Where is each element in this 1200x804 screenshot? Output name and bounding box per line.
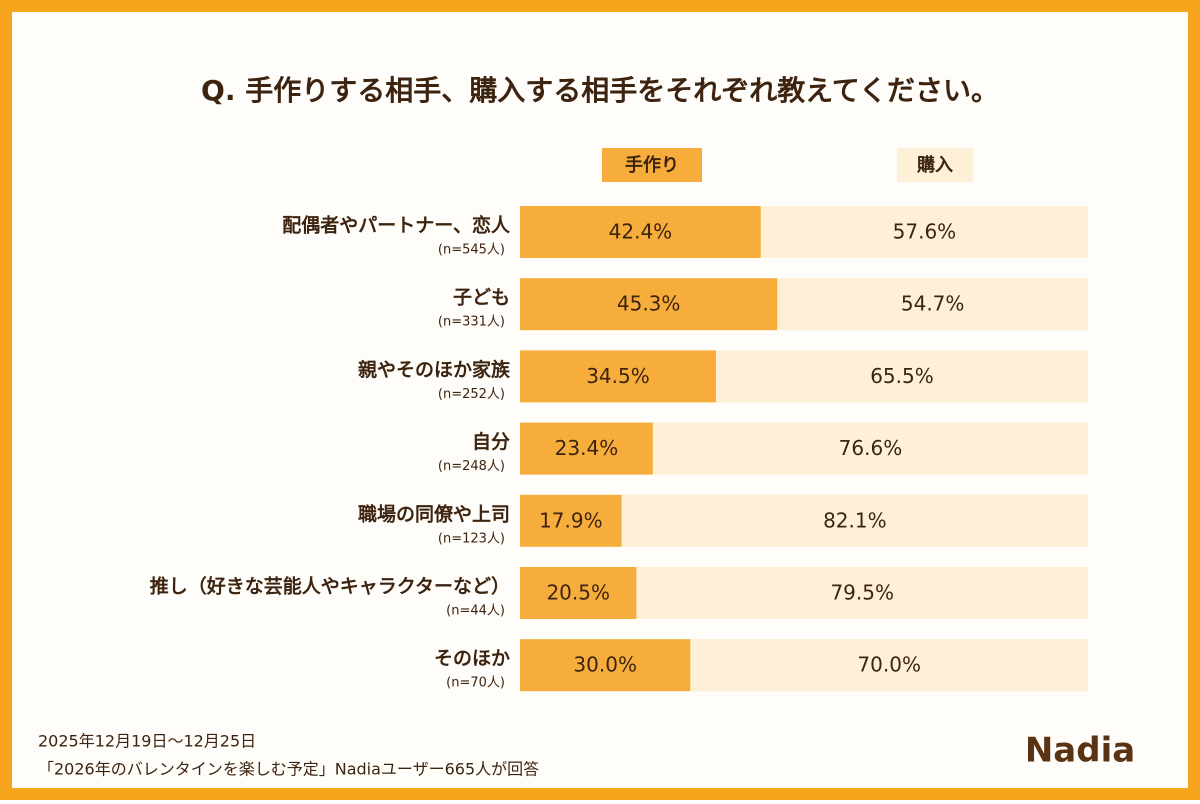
value-label: 79.5% xyxy=(830,581,894,605)
bar-segment xyxy=(621,494,1088,547)
category-note: (n=123人) xyxy=(438,531,505,546)
category-note: (n=44人) xyxy=(446,604,505,619)
legend-swatch xyxy=(897,148,973,182)
bar-segment xyxy=(520,567,637,619)
category-label: 親やそのほか家族 xyxy=(358,358,511,381)
legend-label: 手作り xyxy=(625,154,679,176)
bar-segment xyxy=(777,278,1088,331)
value-label: 42.4% xyxy=(609,220,673,244)
bar-segment xyxy=(760,206,1088,258)
value-label: 82.1% xyxy=(823,508,887,532)
category-note: (n=248人) xyxy=(438,459,505,474)
category-note: (n=252人) xyxy=(438,387,505,402)
bar-segment xyxy=(652,422,1088,475)
bar-segment xyxy=(520,494,622,547)
value-label: 45.3% xyxy=(617,292,681,316)
footnote: 2025年12月19日～12月25日 xyxy=(38,732,256,751)
legend-label: 購入 xyxy=(916,154,953,176)
bar-segment xyxy=(715,350,1088,403)
value-label: 70.0% xyxy=(857,653,921,677)
category-label: 配偶者やパートナー、恋人 xyxy=(282,214,511,237)
category-label: 推し（好きな芸能人やキャラクターなど） xyxy=(150,575,510,598)
category-note: (n=545人) xyxy=(438,243,505,258)
legend-swatch xyxy=(602,148,702,182)
value-label: 20.5% xyxy=(546,581,610,605)
value-label: 30.0% xyxy=(573,653,637,677)
value-label: 17.9% xyxy=(539,508,603,532)
category-note: (n=331人) xyxy=(438,315,505,330)
category-label: 自分 xyxy=(472,430,510,453)
value-label: 34.5% xyxy=(586,364,650,388)
value-label: 54.7% xyxy=(901,292,965,316)
category-note: (n=70人) xyxy=(446,676,505,691)
bar-segment xyxy=(520,639,691,692)
bar-segment xyxy=(636,567,1088,619)
bar-segment xyxy=(520,206,761,258)
value-label: 23.4% xyxy=(555,436,619,460)
logo: Nadia xyxy=(1025,731,1135,771)
value-label: 65.5% xyxy=(870,364,934,388)
bar-segment xyxy=(520,278,778,331)
category-label: 職場の同僚や上司 xyxy=(358,502,510,525)
footnote: 「2026年のバレンタインを楽しむ予定」Nadiaユーザー665人が回答 xyxy=(38,760,539,779)
bar-segment xyxy=(520,350,716,403)
chart-title: Q. 手作りする相手、購入する相手をそれぞれ教えてください。 xyxy=(201,74,999,107)
value-label: 57.6% xyxy=(893,220,957,244)
value-label: 76.6% xyxy=(839,436,903,460)
category-label: 子ども xyxy=(453,287,510,309)
bar-segment xyxy=(520,422,653,475)
bar-segment xyxy=(690,639,1088,692)
category-label: そのほか xyxy=(434,648,510,670)
